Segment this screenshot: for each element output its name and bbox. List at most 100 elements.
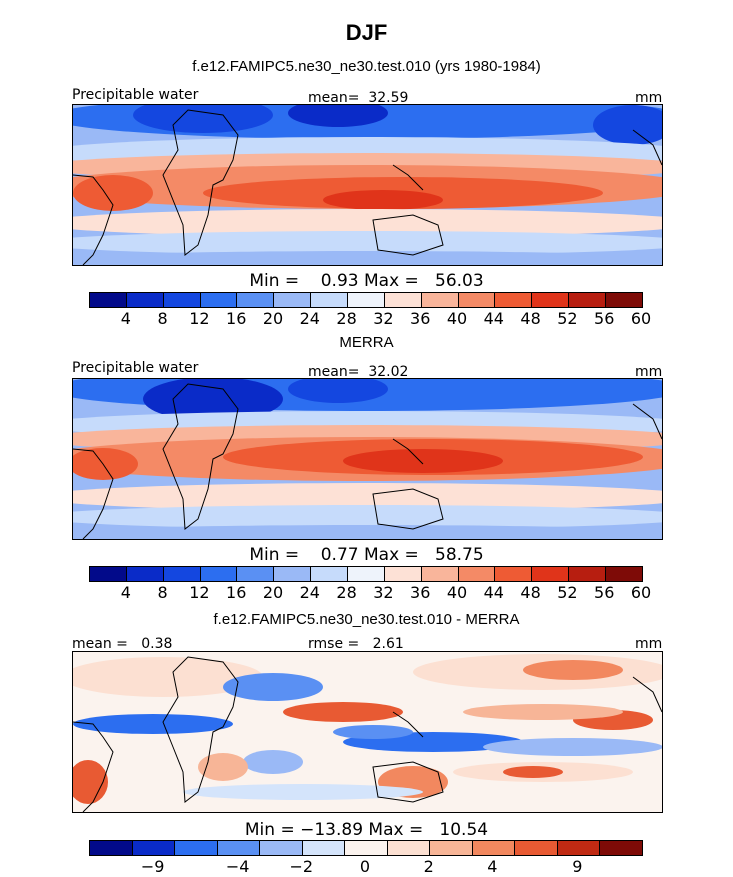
colorbar-tick-label: 28 — [336, 309, 357, 328]
colorbar-swatch — [348, 567, 385, 581]
colorbar-swatch — [90, 293, 127, 307]
colorbar-tick-label: 52 — [557, 309, 578, 328]
colorbar-tick-label: 48 — [520, 309, 541, 328]
colorbar-tick-label: 40 — [446, 583, 468, 602]
colorbar-swatch — [458, 293, 496, 307]
colorbar-swatch — [126, 567, 164, 581]
colorbar-swatch — [311, 293, 349, 307]
panel-3-colorbar — [89, 840, 643, 856]
panel-1-mean-label: mean= 32.59 — [308, 90, 409, 106]
colorbar-swatch — [345, 841, 388, 855]
colorbar-tick-label: 24 — [299, 583, 320, 602]
colorbar-swatch — [458, 567, 496, 581]
colorbar-swatch — [237, 293, 275, 307]
colorbar-swatch — [90, 567, 127, 581]
colorbar-tick-label: 4 — [120, 309, 131, 328]
colorbar-swatch — [274, 293, 312, 307]
colorbar-tick-label: 8 — [157, 309, 168, 328]
panel-1-colorbar — [89, 292, 643, 308]
colorbar-swatch — [311, 567, 349, 581]
colorbar-swatch — [569, 293, 607, 307]
panel-1-units-label: mm — [635, 90, 663, 106]
colorbar-tick-label: 56 — [594, 583, 615, 602]
colorbar-swatch — [348, 293, 385, 307]
panel-1-map — [72, 104, 663, 266]
colorbar-swatch — [606, 567, 642, 581]
colorbar-swatch — [200, 293, 238, 307]
colorbar-swatch — [260, 841, 303, 855]
colorbar-tick-label: 28 — [336, 583, 357, 602]
panel-3-units-label: mm — [635, 636, 663, 652]
colorbar-swatch — [495, 293, 533, 307]
panel-3-rmse-label: rmse = 2.61 — [308, 636, 404, 652]
colorbar-swatch — [532, 293, 570, 307]
colorbar-tick-label: 52 — [557, 583, 578, 602]
colorbar-tick-label: 24 — [299, 309, 320, 328]
colorbar-tick-label: −2 — [289, 857, 314, 876]
colorbar-swatch — [126, 293, 164, 307]
colorbar-swatch — [421, 567, 459, 581]
colorbar-tick-label: 12 — [189, 309, 210, 328]
colorbar-swatch — [163, 293, 201, 307]
colorbar-tick-label: 44 — [483, 309, 504, 328]
colorbar-tick-label: 0 — [359, 857, 371, 876]
colorbar-tick-label: −9 — [140, 857, 165, 876]
panel-3-colorbar-ticks: −9 −4 −2 0 2 4 9 — [89, 857, 641, 877]
colorbar-swatch — [606, 293, 642, 307]
colorbar-tick-label: 16 — [226, 309, 247, 328]
panel-2-colorbar-ticks: 4 8 12 16 20 24 28 32 36 40 44 48 52 56 60 — [89, 583, 651, 603]
colorbar-tick-label: 36 — [410, 309, 431, 328]
figure-title: DJF — [345, 20, 388, 45]
panel-2-min-max: Min = 0.77 Max = 58.75 — [249, 545, 484, 565]
colorbar-swatch — [237, 567, 275, 581]
colorbar-tick-label: 60 — [630, 583, 652, 602]
colorbar-swatch — [569, 567, 607, 581]
panel-2-variable-label: Precipitable water — [72, 360, 199, 376]
colorbar-tick-label: 32 — [373, 309, 394, 328]
colorbar-swatch — [430, 841, 473, 855]
colorbar-tick-label: 16 — [226, 583, 247, 602]
colorbar-swatch — [421, 293, 459, 307]
panel-2-colorbar — [89, 566, 643, 582]
colorbar-tick-label: 60 — [630, 309, 652, 328]
colorbar-swatch — [274, 567, 312, 581]
colorbar-swatch — [495, 567, 533, 581]
colorbar-tick-label: 20 — [262, 583, 284, 602]
colorbar-swatch — [217, 841, 261, 855]
panel-3-mean-label: mean = 0.38 — [72, 636, 173, 652]
colorbar-tick-label: −4 — [225, 857, 250, 876]
panel-1-colorbar-ticks: 4 8 12 16 20 24 28 32 36 40 44 48 52 56 60 — [89, 309, 651, 329]
panel-2-map — [72, 378, 663, 540]
panel-3-map — [72, 651, 663, 813]
colorbar-swatch — [557, 841, 601, 855]
colorbar-swatch — [532, 567, 570, 581]
colorbar-tick-label: 9 — [572, 857, 583, 876]
colorbar-swatch — [175, 841, 218, 855]
panel-1-min-max: Min = 0.93 Max = 56.03 — [249, 271, 484, 291]
colorbar-swatch — [387, 841, 431, 855]
colorbar-tick-label: 44 — [483, 583, 504, 602]
colorbar-tick-label: 36 — [410, 583, 431, 602]
panel-2-subtitle: MERRA — [339, 334, 394, 351]
colorbar-tick-label: 4 — [487, 857, 498, 876]
colorbar-tick-label: 40 — [446, 309, 468, 328]
panel-2-mean-label: mean= 32.02 — [308, 364, 409, 380]
colorbar-swatch — [132, 841, 176, 855]
colorbar-swatch — [163, 567, 201, 581]
colorbar-tick-label: 12 — [189, 583, 210, 602]
panel-3-min-max: Min = −13.89 Max = 10.54 — [244, 820, 489, 840]
colorbar-swatch — [472, 841, 516, 855]
colorbar-swatch — [600, 841, 642, 855]
panel-2-units-label: mm — [635, 364, 663, 380]
panel-1-variable-label: Precipitable water — [72, 87, 199, 103]
panel-3-subtitle: f.e12.FAMIPC5.ne30_ne30.test.010 - MERRA — [213, 611, 520, 628]
colorbar-tick-label: 48 — [520, 583, 541, 602]
colorbar-swatch — [384, 567, 422, 581]
colorbar-swatch — [200, 567, 238, 581]
colorbar-tick-label: 4 — [120, 583, 131, 602]
colorbar-tick-label: 8 — [157, 583, 168, 602]
colorbar-swatch — [515, 841, 558, 855]
colorbar-swatch — [90, 841, 133, 855]
colorbar-tick-label: 2 — [423, 857, 434, 876]
colorbar-tick-label: 32 — [373, 583, 394, 602]
